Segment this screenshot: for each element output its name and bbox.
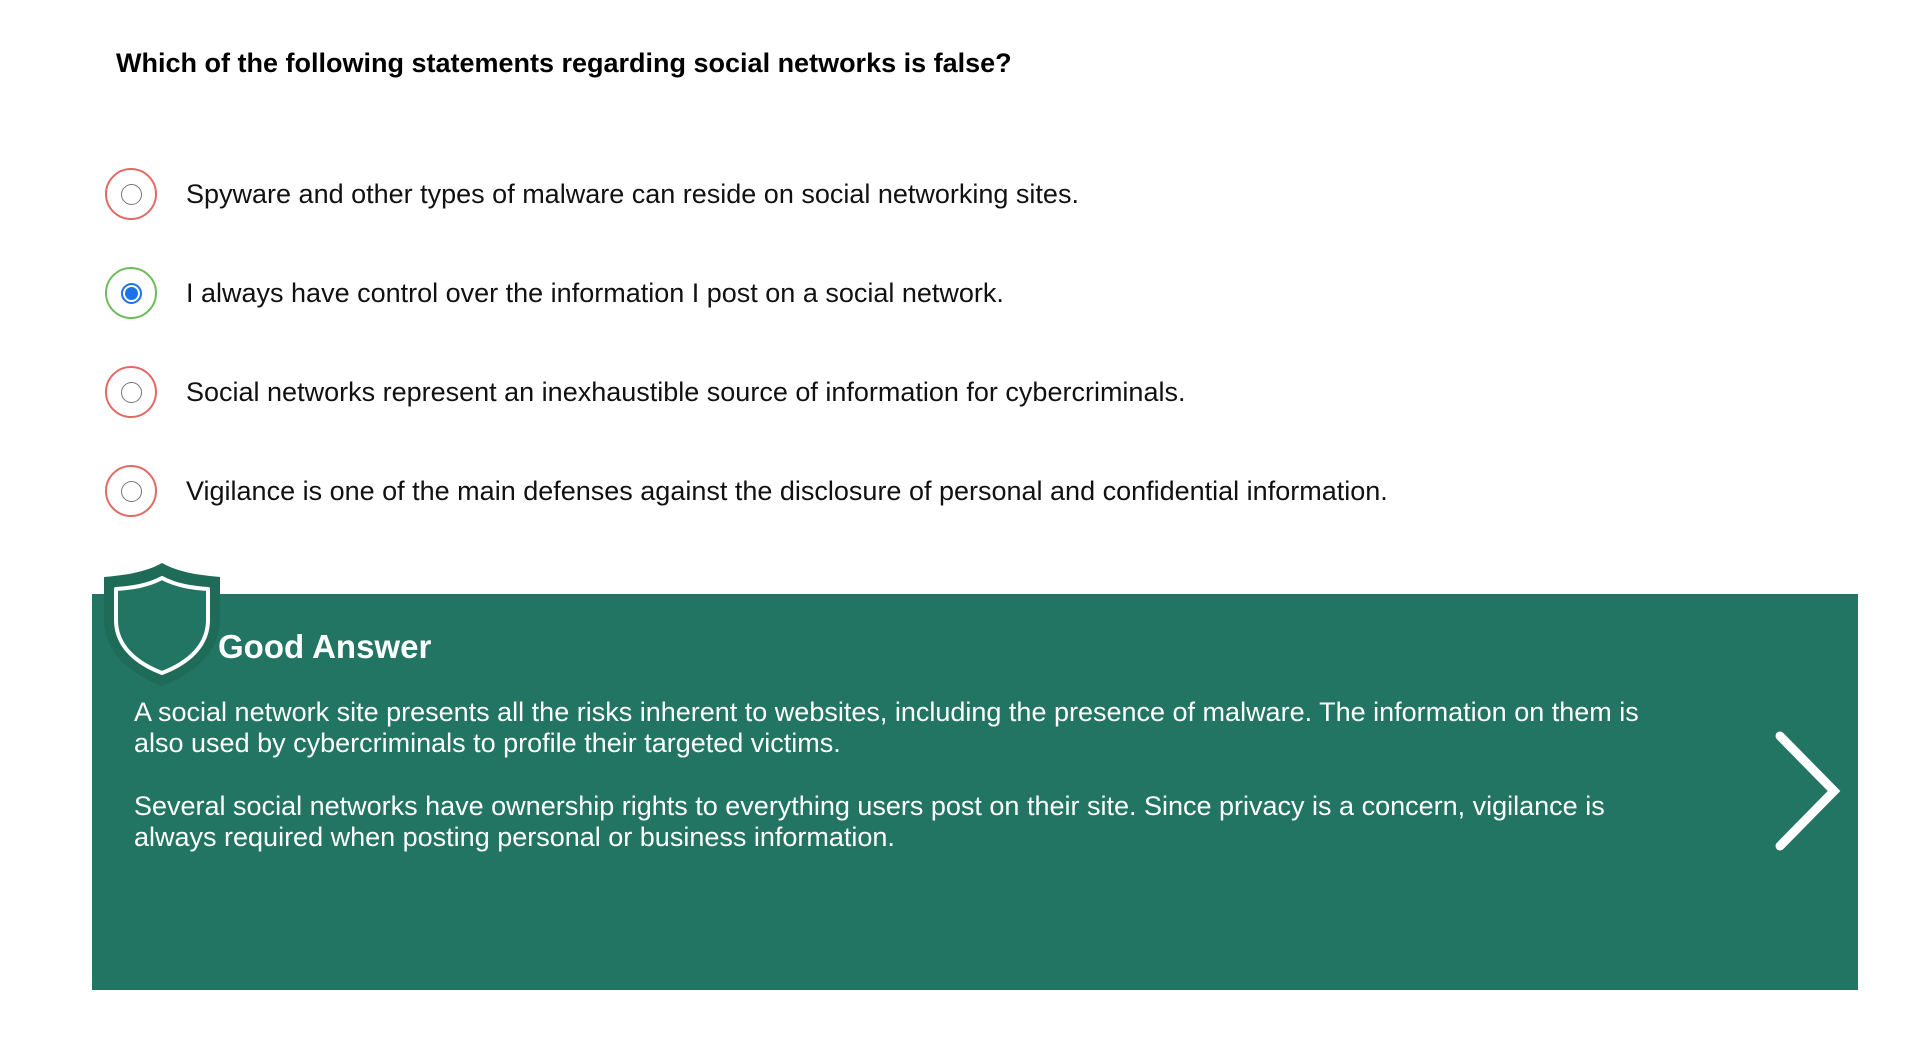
correct-indicator-ring <box>105 267 157 319</box>
answer-option-1[interactable]: Spyware and other types of malware can r… <box>105 166 1079 222</box>
incorrect-indicator-ring <box>105 465 157 517</box>
answer-option-label: Social networks represent an inexhaustib… <box>186 376 1186 407</box>
question-text: Which of the following statements regard… <box>116 48 1012 78</box>
incorrect-indicator-ring <box>105 168 157 220</box>
radio-selected-dot <box>124 286 138 300</box>
answer-option-4[interactable]: Vigilance is one of the main defenses ag… <box>105 463 1388 519</box>
answer-option-2[interactable]: I always have control over the informati… <box>105 265 1004 321</box>
feedback-paragraph: A social network site presents all the r… <box>134 697 1639 758</box>
radio-button-selected[interactable] <box>120 282 142 304</box>
answer-option-3[interactable]: Social networks represent an inexhaustib… <box>105 364 1185 420</box>
chevron-right-icon[interactable] <box>1768 728 1848 854</box>
radio-button[interactable] <box>120 381 142 403</box>
incorrect-indicator-ring <box>105 366 157 418</box>
radio-button[interactable] <box>120 183 142 205</box>
shield-icon <box>104 563 220 686</box>
feedback-panel <box>92 594 1858 990</box>
feedback-paragraph: Several social networks have ownership r… <box>134 791 1605 852</box>
radio-button[interactable] <box>120 480 142 502</box>
answer-option-label: Spyware and other types of malware can r… <box>186 178 1079 209</box>
answer-option-label: Vigilance is one of the main defenses ag… <box>186 475 1388 506</box>
feedback-title: Good Answer <box>218 628 432 665</box>
answer-option-label: I always have control over the informati… <box>186 277 1004 308</box>
